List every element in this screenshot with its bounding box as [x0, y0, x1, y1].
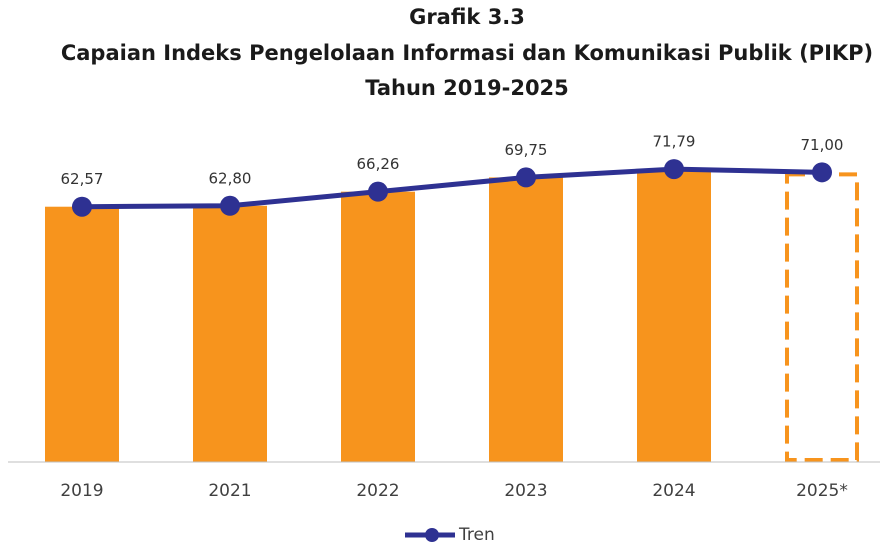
legend-label: Tren — [458, 525, 495, 543]
trend-marker — [72, 196, 92, 217]
x-tick-label: 2023 — [504, 481, 547, 501]
x-tick-label: 2021 — [208, 481, 251, 501]
trend-marker — [368, 181, 388, 202]
trend-marker — [664, 159, 684, 180]
x-tick-label: 2019 — [60, 481, 103, 501]
x-tick-label: 2024 — [652, 481, 695, 501]
data-label: 66,26 — [357, 155, 400, 173]
bar — [341, 191, 415, 463]
trend-marker — [812, 162, 832, 183]
data-label: 71,00 — [801, 136, 844, 154]
trend-marker — [220, 195, 240, 216]
trend-line — [81, 166, 823, 210]
chart-title: Grafik 3.3 — [409, 5, 525, 29]
legend-marker — [425, 528, 439, 542]
x-tick-label: 2022 — [356, 481, 399, 501]
data-label: 62,80 — [209, 169, 252, 187]
bar — [785, 172, 859, 462]
x-tick-label: 2025* — [796, 481, 848, 501]
bar — [637, 169, 711, 462]
data-label: 69,75 — [505, 141, 548, 159]
chart-title: Tahun 2019-2025 — [365, 76, 569, 100]
bar — [193, 205, 267, 462]
bar — [489, 177, 563, 463]
data-label: 71,79 — [653, 133, 696, 151]
bar — [45, 206, 119, 462]
chart-title: Capaian Indeks Pengelolaan Informasi dan… — [61, 41, 873, 65]
data-label: 62,57 — [61, 170, 104, 188]
trend-marker — [516, 167, 536, 188]
